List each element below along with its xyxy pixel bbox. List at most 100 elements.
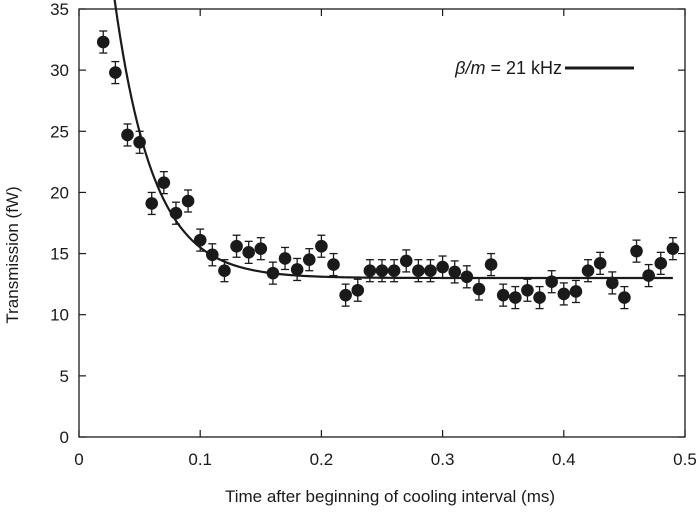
x-tick-label: 0.3 <box>431 450 455 469</box>
data-point <box>654 251 668 276</box>
data-point <box>484 252 498 277</box>
data-point <box>109 60 122 85</box>
point-marker <box>375 264 389 277</box>
data-point <box>569 279 583 304</box>
point-marker <box>145 197 159 210</box>
data-point <box>375 259 389 283</box>
point-marker <box>230 239 243 253</box>
legend-label: β/m = 21 kHz <box>454 58 562 78</box>
data-point <box>509 285 522 310</box>
data-point <box>121 123 134 147</box>
data-point <box>242 240 255 265</box>
data-point <box>618 285 631 310</box>
point-marker <box>654 257 668 270</box>
point-marker <box>315 239 328 253</box>
point-marker <box>387 264 401 277</box>
point-marker <box>254 242 268 255</box>
point-marker <box>618 291 631 304</box>
data-point <box>266 261 280 285</box>
point-marker <box>157 176 171 189</box>
data-point <box>96 30 110 54</box>
point-marker <box>363 264 377 277</box>
data-point <box>351 278 365 302</box>
point-marker <box>496 288 510 302</box>
point-marker <box>278 252 292 265</box>
point-marker <box>593 257 607 270</box>
axes <box>78 8 686 438</box>
data-point <box>278 246 292 271</box>
point-marker <box>448 265 462 279</box>
fit-curve <box>113 0 673 280</box>
data-point <box>181 189 195 213</box>
point-marker <box>460 270 474 284</box>
data-point <box>254 237 268 261</box>
point-marker <box>569 285 583 298</box>
point-marker <box>327 258 340 271</box>
point-marker <box>96 35 110 49</box>
point-marker <box>424 264 437 277</box>
data-point <box>290 257 304 282</box>
data-point <box>157 170 171 195</box>
y-tick-label: 35 <box>50 0 69 19</box>
data-point <box>363 259 377 283</box>
legend-label-variable: β/m <box>454 58 485 78</box>
data-point <box>545 270 558 294</box>
point-marker <box>581 264 595 277</box>
y-axis-ticks: 0 5 10 15 20 25 30 35 <box>50 0 685 447</box>
data-point <box>448 260 462 284</box>
point-marker <box>642 269 655 282</box>
data-point <box>424 259 437 283</box>
data-point <box>315 234 328 258</box>
data-point <box>642 263 655 288</box>
point-marker <box>630 244 643 258</box>
data-point <box>412 259 425 283</box>
data-point <box>521 278 534 302</box>
data-point <box>327 252 340 277</box>
data-point <box>133 130 146 154</box>
y-tick-label: 15 <box>50 245 69 264</box>
x-axis-title: Time after beginning of cooling interval… <box>225 487 555 506</box>
point-marker <box>206 248 219 262</box>
data-point <box>206 243 219 267</box>
x-tick-label: 0.4 <box>552 450 576 469</box>
point-marker <box>351 283 365 297</box>
point-marker <box>339 288 352 302</box>
y-tick-label: 10 <box>50 306 69 325</box>
point-marker <box>412 264 425 277</box>
point-marker <box>302 253 316 266</box>
point-marker <box>521 283 534 297</box>
point-marker <box>484 258 498 271</box>
data-point <box>193 228 207 252</box>
plot-frame <box>78 8 686 438</box>
data-points-layer <box>96 30 680 310</box>
data-point <box>605 271 619 295</box>
x-tick-label: 0.1 <box>188 450 212 469</box>
point-marker <box>218 264 231 277</box>
point-marker <box>533 291 546 304</box>
fit-curve-layer <box>113 0 673 280</box>
x-tick-label: 0.5 <box>673 450 697 469</box>
legend-label-value: = 21 kHz <box>485 58 562 78</box>
point-marker <box>181 194 195 208</box>
legend: β/m = 21 kHz <box>454 58 634 78</box>
point-marker <box>436 260 449 274</box>
y-tick-label: 20 <box>50 183 69 202</box>
data-point <box>302 248 316 272</box>
y-tick-label: 30 <box>50 61 69 80</box>
data-point <box>436 255 449 279</box>
data-point <box>145 191 159 216</box>
y-axis-title: Transmission (fW) <box>3 186 22 323</box>
y-tick-label: 25 <box>50 122 69 141</box>
data-point <box>593 251 607 276</box>
point-marker <box>557 287 571 301</box>
data-point <box>399 249 413 273</box>
x-tick-label: 0 <box>74 450 83 469</box>
data-point <box>230 234 243 258</box>
point-marker <box>109 66 122 79</box>
point-marker <box>169 206 183 220</box>
data-point <box>581 259 595 283</box>
data-point <box>630 239 643 263</box>
x-axis-ticks: 0 0.1 0.2 0.3 0.4 0.5 <box>74 9 697 469</box>
x-tick-label: 0.2 <box>310 450 334 469</box>
